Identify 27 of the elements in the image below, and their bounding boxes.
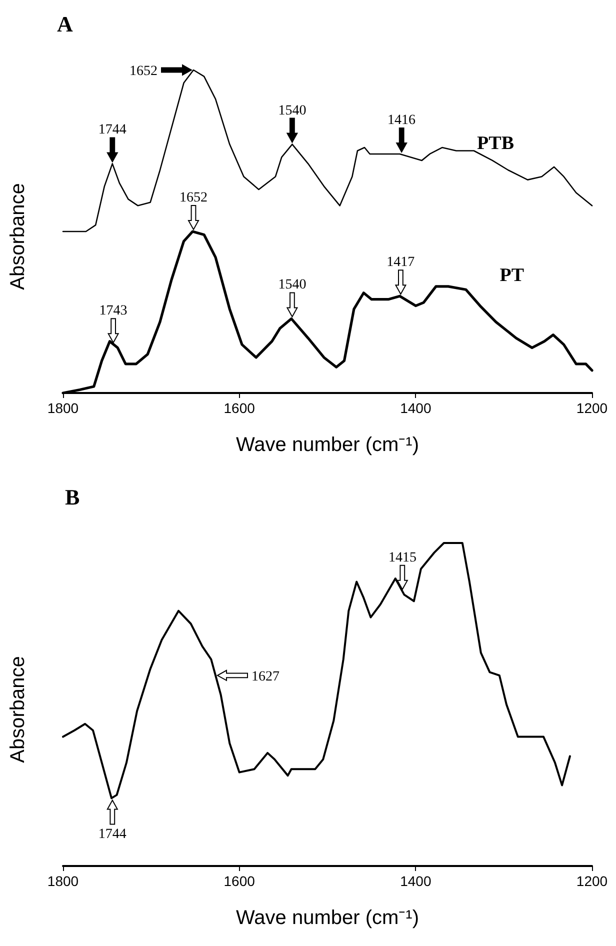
x-tick-label: 1800 <box>47 873 79 889</box>
x-tick-label: 1400 <box>400 400 432 416</box>
annotation: 1417 <box>386 255 415 270</box>
annotation: 1627 <box>252 669 280 684</box>
chart-title: B <box>65 484 80 510</box>
x-axis-title: Wave number (cm⁻¹) <box>236 434 419 456</box>
x-tick-label: 1800 <box>47 400 79 416</box>
x-tick-label: 1400 <box>400 873 432 889</box>
annotation: 1416 <box>388 112 416 128</box>
y-axis-title: Absorbance <box>7 656 29 763</box>
annotation: 1744 <box>98 122 126 138</box>
annotation: 1540 <box>278 103 306 118</box>
x-tick-label: 1200 <box>576 873 608 889</box>
annotation: 1415 <box>388 550 416 566</box>
annotation: 1652 <box>179 190 208 206</box>
x-tick-label: 1600 <box>224 400 256 416</box>
chart-title: A <box>57 12 73 36</box>
y-axis-title: Absorbance <box>7 183 29 290</box>
annotation: 1744 <box>98 827 126 842</box>
series-label: PT <box>500 264 524 286</box>
annotation: 1652 <box>129 64 158 79</box>
annotation: 1540 <box>278 278 306 293</box>
series-label: PTB <box>477 133 514 154</box>
annotation: 1743 <box>99 304 128 319</box>
x-tick-label: 1600 <box>224 873 256 889</box>
x-tick-label: 1200 <box>576 400 608 416</box>
x-axis-title: Wave number (cm⁻¹) <box>236 907 419 929</box>
